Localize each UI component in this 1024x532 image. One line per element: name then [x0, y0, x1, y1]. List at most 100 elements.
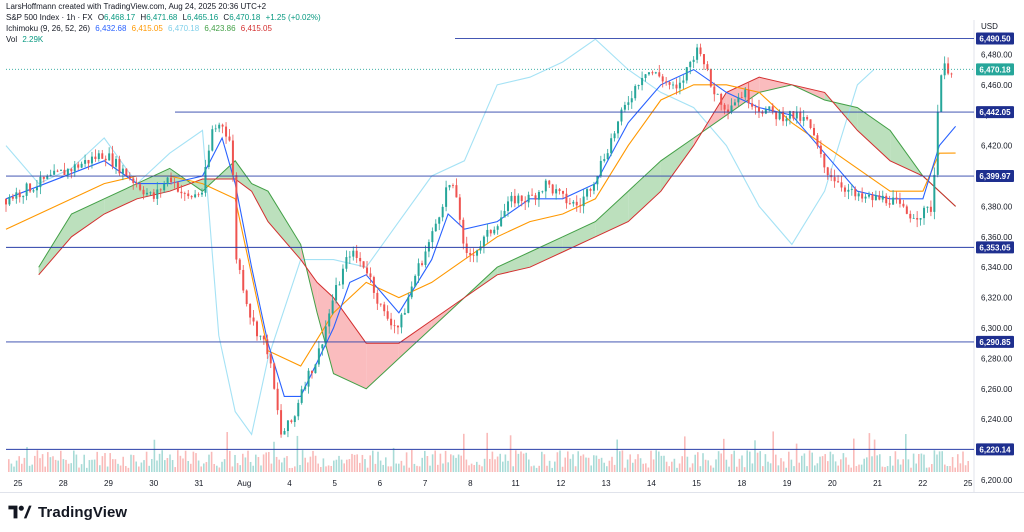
- candle-body: [489, 229, 492, 234]
- x-tick-label: 6: [378, 479, 383, 488]
- volume-bar: [840, 459, 842, 472]
- candle-body: [421, 263, 424, 265]
- volume-bar: [892, 465, 894, 472]
- candle-body: [448, 185, 451, 188]
- volume-bar: [858, 464, 860, 472]
- currency-label[interactable]: USD: [981, 22, 998, 31]
- volume-bar: [790, 459, 793, 472]
- volume-bar: [525, 452, 527, 472]
- ichimoku-span-a-value: 6,423.86: [204, 24, 236, 33]
- volume-bar: [104, 453, 106, 472]
- volume-bar: [372, 450, 374, 472]
- candle-body: [575, 201, 578, 206]
- volume-bar: [595, 455, 598, 472]
- candle-body: [352, 250, 355, 257]
- volume-bar: [93, 459, 96, 472]
- volume-bar: [182, 458, 184, 472]
- candle-body: [627, 102, 630, 105]
- volume-bar: [684, 436, 686, 472]
- volume-bar: [733, 450, 735, 472]
- candle-body: [933, 174, 936, 212]
- volume-bar: [416, 465, 418, 472]
- candle-body: [355, 250, 358, 258]
- volume-bar: [468, 465, 470, 472]
- volume-bar: [470, 463, 473, 472]
- volume-label[interactable]: Vol: [6, 35, 18, 44]
- volume-bar: [910, 467, 912, 472]
- volume-bar: [655, 450, 657, 472]
- tenkan-sen-line: [5, 68, 957, 397]
- volume-bar: [606, 466, 608, 472]
- candle-body: [775, 111, 778, 120]
- volume-bar: [23, 457, 26, 472]
- volume-bar: [390, 466, 392, 472]
- candle-body: [304, 386, 307, 390]
- candle-body: [424, 251, 427, 265]
- level-price-label: 6,353.05: [979, 243, 1011, 252]
- volume-bar: [483, 458, 486, 472]
- volume-bar: [70, 463, 72, 472]
- volume-bar: [247, 450, 249, 472]
- tradingview-wordmark: TradingView: [38, 503, 128, 521]
- volume-bar: [806, 466, 808, 472]
- candle-body: [947, 63, 950, 74]
- volume-bar: [65, 459, 67, 472]
- candle-body: [396, 325, 399, 328]
- candle-body: [142, 189, 145, 195]
- volume-bar: [837, 465, 839, 472]
- x-tick-label: 11: [511, 479, 520, 488]
- candle-body: [617, 121, 620, 134]
- volume-bar: [15, 460, 18, 472]
- candle-body: [919, 218, 922, 220]
- symbol-name[interactable]: S&P 500 Index · 1h · FX: [6, 13, 93, 22]
- volume-bar: [312, 450, 314, 472]
- volume-bar: [10, 463, 13, 472]
- volume-bar: [738, 458, 741, 472]
- ichimoku-cloud-segment: [398, 320, 432, 359]
- candle-body: [369, 273, 372, 278]
- volume-bar: [49, 457, 52, 472]
- volume-bar: [257, 457, 260, 472]
- level-price-tag: [976, 170, 1014, 183]
- volume-bar: [197, 460, 200, 472]
- volume-bar: [496, 456, 499, 472]
- volume-bar: [145, 451, 148, 472]
- volume-bar: [678, 463, 681, 472]
- candle-body: [462, 219, 465, 244]
- volume-bar: [491, 451, 494, 472]
- candle-body: [183, 193, 186, 194]
- volume-bar: [868, 433, 871, 472]
- candle-body: [252, 317, 255, 322]
- candle-body: [321, 344, 324, 349]
- volume-bar: [278, 459, 280, 472]
- candle-body: [200, 192, 203, 195]
- volume-bar: [535, 467, 538, 472]
- volume-bar: [281, 462, 283, 472]
- volume-bar: [18, 456, 20, 472]
- ichimoku-tenkan-value: 6,432.68: [95, 24, 127, 33]
- candle-body: [936, 111, 939, 175]
- candle-body: [300, 389, 303, 403]
- volume-bar: [385, 457, 387, 472]
- volume-bar: [907, 459, 910, 472]
- volume-bar: [762, 466, 764, 472]
- volume-bar: [434, 450, 436, 472]
- volume-bar: [481, 466, 483, 472]
- candle-body: [190, 196, 193, 198]
- volume-bar: [634, 459, 637, 472]
- candle-body: [558, 189, 561, 192]
- candle-body: [403, 312, 406, 315]
- volume-bar: [187, 460, 189, 472]
- last-price-label: 6,470.18: [979, 65, 1011, 74]
- volume-bar: [829, 451, 832, 472]
- volume-bar: [327, 465, 330, 472]
- candle-body: [479, 246, 482, 251]
- ichimoku-label[interactable]: Ichimoku (9, 26, 52, 26): [6, 24, 91, 33]
- volume-bar: [171, 460, 174, 472]
- tradingview-logo[interactable]: TradingView: [8, 503, 127, 521]
- candle-body: [280, 410, 283, 435]
- candle-body: [579, 205, 582, 207]
- candle-body: [802, 117, 805, 121]
- volume-bar: [270, 463, 273, 472]
